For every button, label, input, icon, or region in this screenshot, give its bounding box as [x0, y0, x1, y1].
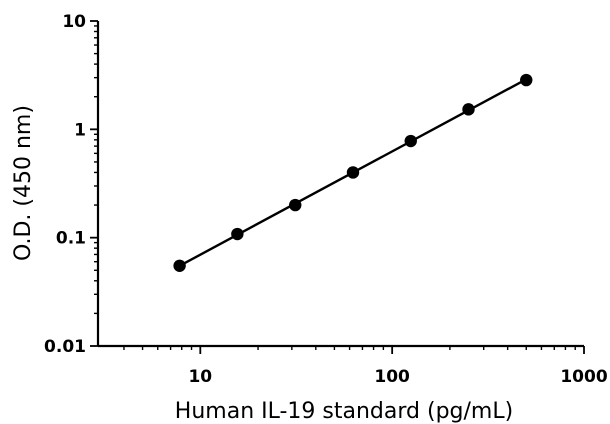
y-axis: 0.01 0.1 1 10 [44, 12, 100, 357]
data-point [289, 198, 302, 212]
y-tick-label: 0.01 [44, 337, 86, 357]
y-tick-label: 1 [74, 120, 86, 140]
data-point [520, 73, 533, 87]
data-point [404, 134, 417, 148]
y-tick-label: 10 [62, 12, 86, 32]
data-point [231, 227, 244, 241]
plot-area [173, 73, 533, 272]
x-tick-label: 1000 [560, 367, 607, 387]
data-point [346, 166, 360, 179]
x-tick-label: 100 [374, 367, 410, 387]
data-point [173, 259, 186, 272]
x-axis: 10 100 1000 [98, 344, 608, 387]
x-axis-title: Human IL-19 standard (pg/mL) [175, 399, 513, 424]
data-point [462, 103, 475, 116]
y-axis-title: O.D. (450 nm) [11, 105, 36, 261]
y-tick-label: 0.1 [56, 229, 86, 249]
x-tick-label: 10 [188, 367, 212, 387]
